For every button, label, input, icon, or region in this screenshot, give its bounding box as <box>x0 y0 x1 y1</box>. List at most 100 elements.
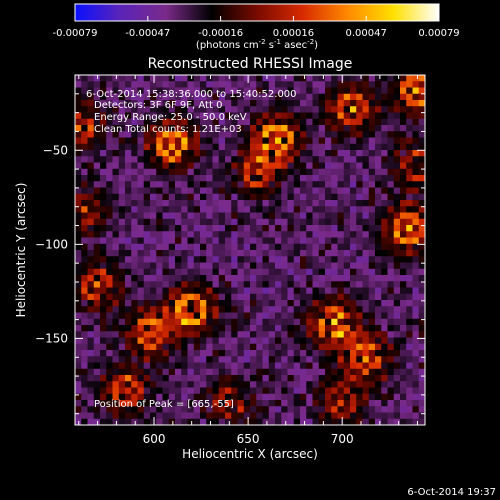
heatmap-cell <box>168 350 176 357</box>
heatmap-cell <box>331 150 338 157</box>
heatmap-cell <box>156 231 163 238</box>
heatmap-cell <box>100 118 107 126</box>
heatmap-cell <box>125 318 132 326</box>
heatmap-cell <box>168 406 176 413</box>
heatmap-cell <box>300 125 307 132</box>
heatmap-cell <box>193 206 201 213</box>
heatmap-cell <box>375 81 382 88</box>
heatmap-cell <box>112 375 120 382</box>
heatmap-cell <box>93 381 101 388</box>
heatmap-cell <box>206 156 213 163</box>
heatmap-cell <box>275 306 282 313</box>
heatmap-cell <box>343 181 351 188</box>
heatmap-cell <box>187 106 195 113</box>
heatmap-cell <box>300 243 307 251</box>
heatmap-cell <box>418 275 425 282</box>
heatmap-cell <box>200 150 207 157</box>
heatmap-cell <box>200 412 207 420</box>
heatmap-cell <box>93 406 101 413</box>
heatmap-cell <box>381 275 388 282</box>
heatmap-cell <box>100 243 107 251</box>
heatmap-cell <box>400 281 407 288</box>
heatmap-cell <box>181 312 188 320</box>
heatmap-cell <box>118 318 126 326</box>
heatmap-cell <box>381 137 388 145</box>
heatmap-cell <box>75 125 82 132</box>
heatmap-cell <box>187 206 195 213</box>
heatmap-cell <box>418 381 425 388</box>
heatmap-cell <box>306 187 313 195</box>
heatmap-cell <box>218 75 226 82</box>
heatmap-cell <box>412 393 420 401</box>
heatmap-cell <box>287 200 295 207</box>
heatmap-cell <box>343 356 351 363</box>
heatmap-cell <box>200 343 207 351</box>
heatmap-cell <box>143 250 151 257</box>
heatmap-cell <box>250 143 257 151</box>
heatmap-cell <box>331 262 338 270</box>
heatmap-cell <box>375 300 382 307</box>
heatmap-cell <box>150 412 157 420</box>
heatmap-cell <box>406 225 413 232</box>
heatmap-cell <box>362 318 370 326</box>
heatmap-cell <box>256 256 263 263</box>
heatmap-cell <box>268 100 276 107</box>
heatmap-cell <box>356 156 363 163</box>
heatmap-cell <box>400 412 407 420</box>
heatmap-cell <box>306 81 313 88</box>
heatmap-cell <box>418 306 425 313</box>
heatmap-cell <box>100 81 107 88</box>
heatmap-cell <box>231 256 238 263</box>
heatmap-cell <box>125 218 132 226</box>
heatmap-cell <box>137 406 145 413</box>
heatmap-cell <box>137 331 145 338</box>
heatmap-cell <box>225 418 232 425</box>
heatmap-cell <box>250 125 257 132</box>
heatmap-cell <box>225 381 232 388</box>
heatmap-cell <box>312 118 320 126</box>
heatmap-cell <box>187 268 195 276</box>
heatmap-cell <box>181 250 188 257</box>
heatmap-cell <box>168 143 176 151</box>
heatmap-cell <box>150 200 157 207</box>
heatmap-cell <box>156 118 163 126</box>
heatmap-cell <box>387 218 395 226</box>
heatmap-cell <box>362 175 370 182</box>
heatmap-cell <box>81 131 88 138</box>
heatmap-cell <box>225 412 232 420</box>
heatmap-cell <box>331 193 338 201</box>
heatmap-cell <box>162 137 170 145</box>
heatmap-cell <box>312 331 320 338</box>
heatmap-cell <box>106 131 113 138</box>
heatmap-cell <box>187 156 195 163</box>
heatmap-cell <box>125 350 132 357</box>
heatmap-cell <box>287 100 295 107</box>
heatmap-cell <box>318 356 326 363</box>
heatmap-cell <box>325 381 332 388</box>
heatmap-cell <box>137 243 145 251</box>
heatmap-cell <box>200 318 207 326</box>
heatmap-cell <box>381 218 388 226</box>
heatmap-cell <box>200 237 207 245</box>
heatmap-cell <box>112 356 120 363</box>
heatmap-cell <box>312 343 320 351</box>
heatmap-cell <box>412 418 420 425</box>
heatmap-cell <box>362 131 370 138</box>
heatmap-cell <box>181 318 188 326</box>
heatmap-cell <box>75 375 82 382</box>
heatmap-cell <box>387 187 395 195</box>
colorbar-tick-label: 0.00016 <box>273 28 314 39</box>
heatmap-cell <box>331 225 338 232</box>
heatmap-cell <box>287 75 295 82</box>
heatmap-cell <box>75 225 82 232</box>
heatmap-cell <box>168 137 176 145</box>
heatmap-cell <box>350 187 357 195</box>
heatmap-cell <box>181 387 188 395</box>
heatmap-cell <box>150 406 157 413</box>
heatmap-cell <box>400 387 407 395</box>
heatmap-cell <box>293 293 301 301</box>
heatmap-cell <box>325 193 332 201</box>
heatmap-cell <box>143 287 151 295</box>
heatmap-cell <box>287 393 295 401</box>
heatmap-cell <box>312 150 320 157</box>
